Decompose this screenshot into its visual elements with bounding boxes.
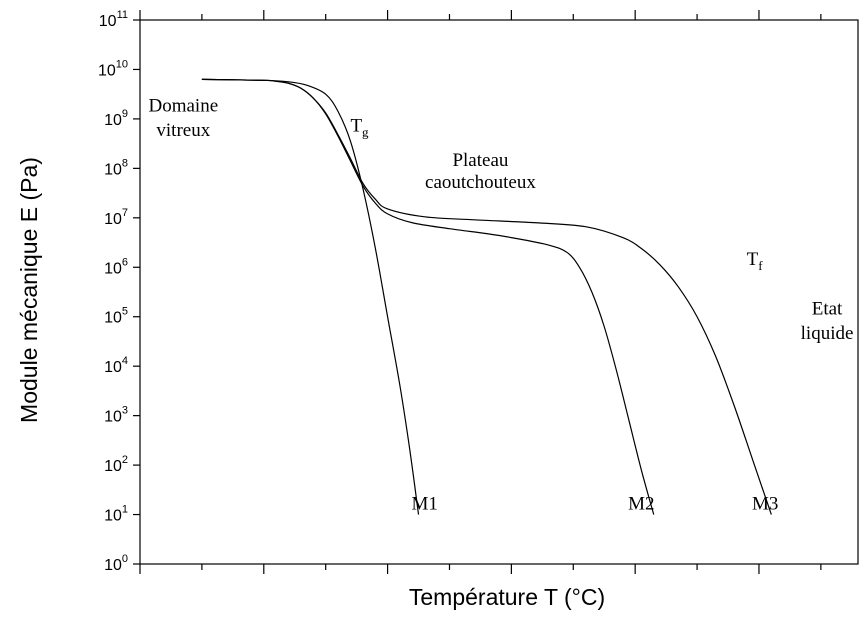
annotation-m2: M2 — [628, 494, 654, 515]
series-line-m1 — [201, 78, 420, 515]
y-tick-label: 101 — [104, 504, 128, 525]
y-tick-label: 103 — [104, 405, 128, 426]
annotation-tg: Tg — [350, 115, 369, 139]
y-tick-label: 107 — [104, 207, 128, 228]
y-axis-title: Module mécanique E (Pa) — [16, 157, 42, 423]
y-axis-label: Module mécanique E (Pa) — [16, 157, 42, 423]
annotation-domaine: Domaine — [148, 95, 218, 116]
y-tick-label: 104 — [104, 355, 128, 376]
x-axis-title: Température T (°C) — [409, 584, 605, 610]
y-tick-label: 106 — [104, 256, 128, 277]
y-tick-label: 1011 — [99, 9, 128, 30]
annotation-caoutchouteux: caoutchouteux — [425, 172, 536, 193]
y-tick-label: 1010 — [98, 58, 128, 79]
annotation-etat: Etat — [812, 298, 843, 319]
y-tick-label: 100 — [104, 553, 128, 574]
series-line-m2 — [201, 78, 655, 515]
annotation-liquide: liquide — [801, 323, 854, 344]
annotation-m3: M3 — [752, 494, 778, 515]
annotation-m1: M1 — [412, 494, 438, 515]
annotation-plateau: Plateau — [452, 150, 508, 171]
plot-frame — [139, 19, 859, 565]
annotation-tf: Tf — [747, 249, 764, 273]
series-line-m3 — [201, 78, 772, 515]
y-tick-labels: 100 101 102 103 104 105 106 107 108 109 1010 1011 — [98, 9, 128, 574]
x-axis-label: Température T (°C) — [409, 584, 605, 610]
y-tick-label: 102 — [104, 454, 128, 475]
y-tick-label: 105 — [104, 306, 128, 327]
axis-ticks — [133, 10, 822, 574]
annotation-vitreux: vitreux — [156, 120, 210, 141]
y-tick-label: 109 — [104, 108, 128, 129]
y-tick-label: 108 — [104, 157, 128, 178]
data-curves — [201, 78, 772, 515]
